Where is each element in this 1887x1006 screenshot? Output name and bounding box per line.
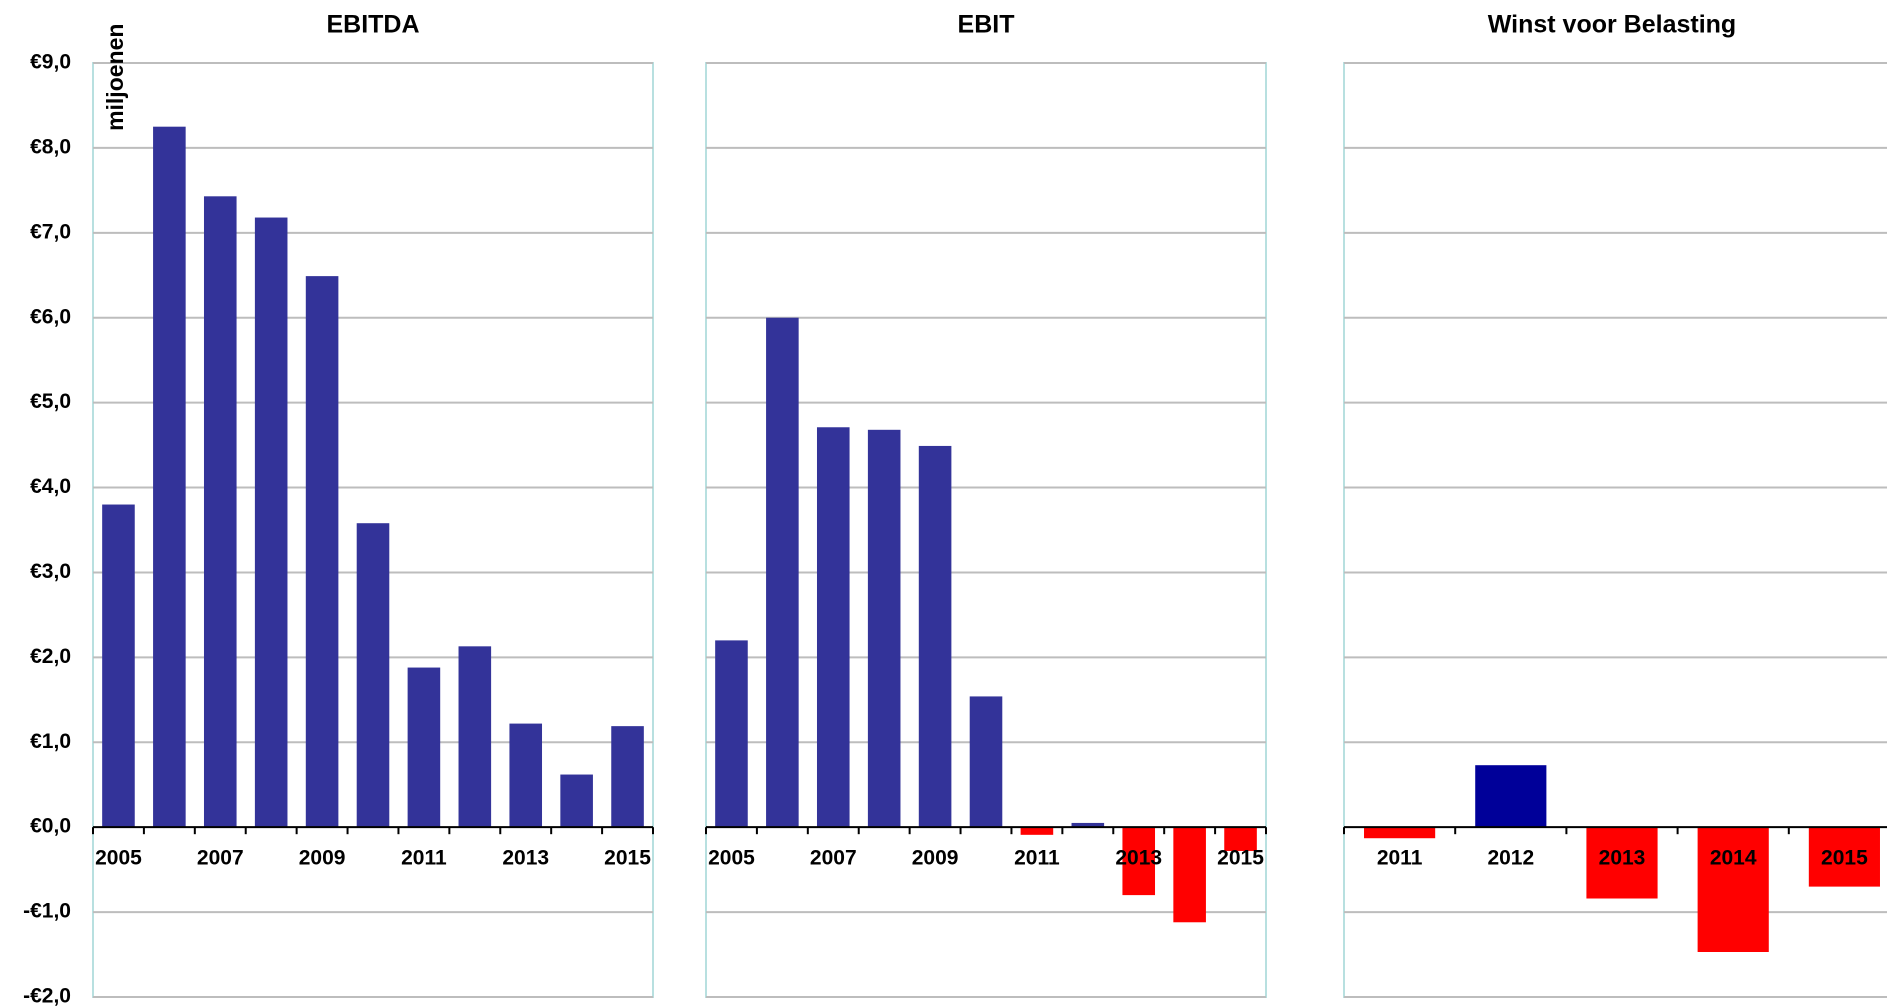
y-axis-label: miljoenen <box>102 24 128 131</box>
x-tick-label: 2009 <box>299 847 346 870</box>
y-tick-label: €7,0 <box>30 220 71 243</box>
bar <box>1586 827 1658 899</box>
y-tick-label: €8,0 <box>30 135 71 158</box>
bar <box>1122 827 1156 896</box>
bar <box>1364 827 1436 839</box>
y-tick-label: €3,0 <box>30 560 71 583</box>
bar <box>153 126 186 828</box>
bar <box>816 427 850 828</box>
x-tick-label: 2013 <box>1599 847 1646 870</box>
bar <box>509 723 543 828</box>
x-tick-label: 2014 <box>1710 847 1757 870</box>
y-tick-label: -€1,0 <box>23 900 71 923</box>
y-tick-label: €5,0 <box>30 390 71 413</box>
bar <box>611 726 644 828</box>
bar <box>1475 765 1547 828</box>
y-tick-label: €4,0 <box>30 475 71 498</box>
bar <box>560 774 593 828</box>
y-tick-label: €6,0 <box>30 305 71 328</box>
x-tick-label: 2007 <box>810 847 857 870</box>
bar <box>203 196 237 828</box>
x-tick-label: 2011 <box>1014 847 1060 870</box>
y-tick-label: €1,0 <box>30 730 71 753</box>
bar <box>715 640 748 828</box>
bar <box>1697 827 1769 952</box>
bar <box>305 276 339 828</box>
bar <box>1224 827 1257 851</box>
y-tick-label: €0,0 <box>30 815 71 838</box>
bar <box>356 523 390 828</box>
x-tick-label: 2013 <box>1115 847 1162 870</box>
y-tick-label: €2,0 <box>30 645 71 668</box>
x-tick-label: 2015 <box>1821 847 1868 870</box>
y-tick-label: €9,0 <box>30 51 71 74</box>
bar <box>407 667 441 828</box>
x-tick-label: 2005 <box>708 847 755 870</box>
bar <box>867 429 901 828</box>
bar <box>1173 827 1206 923</box>
x-tick-label: 2012 <box>1487 847 1534 870</box>
x-tick-label: 2011 <box>1377 847 1423 870</box>
bar <box>766 317 799 828</box>
chart-title: Winst voor Belasting <box>1488 11 1736 39</box>
x-tick-label: 2013 <box>502 847 549 870</box>
bar <box>1071 822 1105 828</box>
x-tick-label: 2005 <box>95 847 142 870</box>
bar <box>918 445 952 828</box>
x-tick-label: 2009 <box>912 847 959 870</box>
bar <box>969 696 1003 828</box>
x-tick-label: 2015 <box>604 847 651 870</box>
bar <box>102 504 135 828</box>
chart-title: EBIT <box>958 11 1015 39</box>
bar <box>254 217 288 828</box>
x-tick-label: 2011 <box>401 847 447 870</box>
bar <box>458 646 492 828</box>
x-tick-label: 2007 <box>197 847 244 870</box>
chart-title: EBITDA <box>326 11 419 39</box>
bar <box>1020 827 1054 835</box>
bar <box>1808 827 1880 887</box>
y-tick-label: -€2,0 <box>23 985 71 1006</box>
x-tick-label: 2015 <box>1217 847 1264 870</box>
